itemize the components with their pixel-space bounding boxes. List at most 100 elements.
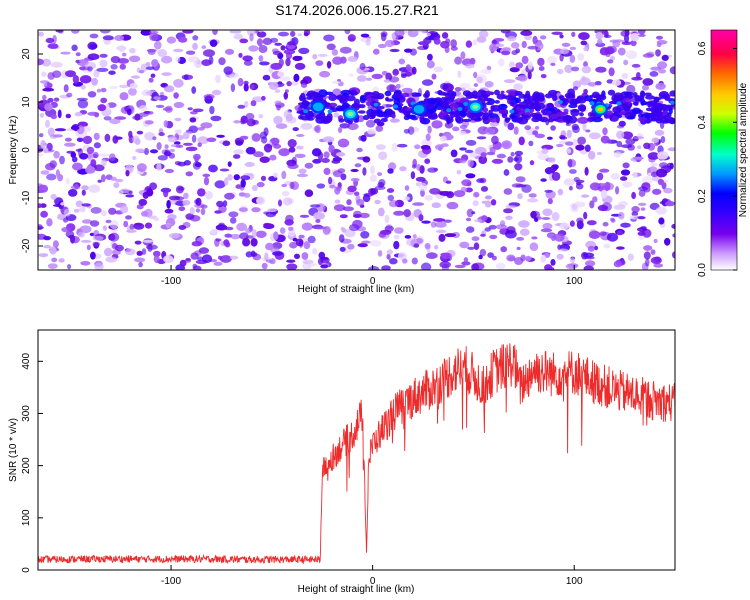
heatmap-cell [189,117,197,123]
heatmap-cell [90,207,102,214]
heatmap-cell [414,144,421,150]
heatmap-cell [212,30,218,36]
heatmap-band-cell [465,91,474,99]
heatmap-cell [338,234,345,243]
heatmap-cell [365,38,371,46]
heatmap-cell [81,189,86,196]
heatmap-cell [458,159,467,164]
heatmap-cell [50,193,57,200]
x-tick-label: 100 [566,276,583,287]
heatmap-cell [81,219,93,224]
heatmap-cell [478,155,488,165]
heatmap-cell [595,66,607,73]
heatmap-band-cell [494,100,500,104]
heatmap-cell [281,183,288,188]
heatmap-cell [490,199,497,206]
heatmap-cell [671,251,675,259]
heatmap-cell [105,219,112,224]
heatmap-cell [134,240,142,245]
heatmap-band-cell [353,98,360,106]
heatmap-cell [75,52,81,57]
heatmap-cell [183,142,193,146]
heatmap-cell [602,221,609,227]
heatmap-cell [175,144,184,148]
heatmap-cell [378,179,386,187]
heatmap-cell [588,132,601,140]
heatmap-band-cell [534,104,541,112]
heatmap-cell [165,222,171,229]
heatmap-cell [581,194,590,198]
heatmap-cell [229,255,239,260]
heatmap-cell [96,67,109,72]
heatmap-cell [55,169,61,177]
heatmap-cell [253,151,264,158]
heatmap-cell [600,189,608,199]
heatmap-band-cell [552,94,558,102]
heatmap-cell [108,70,116,75]
heatmap-cell [572,125,580,134]
heatmap-cell [301,252,309,260]
heatmap-peak [413,104,425,114]
heatmap-band-cell [589,116,599,120]
heatmap-band-cell [328,93,337,102]
heatmap-band-cell [300,92,306,101]
heatmap-cell [182,30,194,34]
heatmap-band-cell [542,112,547,116]
heatmap-band-cell [550,113,560,119]
heatmap-cell [49,246,57,255]
heatmap-cell [444,233,457,238]
heatmap-cell [169,148,175,153]
heatmap-cell [229,74,237,79]
heatmap-band-cell [594,94,605,100]
heatmap-cell [426,32,431,37]
heatmap-cell [87,66,93,72]
heatmap-cell [87,53,100,60]
heatmap-cell [240,115,248,124]
heatmap-band-cell [518,101,529,109]
heatmap-cell [460,51,466,60]
heatmap-cell [288,146,296,153]
heatmap-cell [348,73,355,77]
heatmap-cell [174,161,181,166]
heatmap-cell [367,128,376,135]
heatmap-cell [480,186,489,192]
heatmap-cell [163,120,168,128]
heatmap-cell [178,225,187,230]
heatmap-cell [620,169,631,176]
heatmap-cell [317,151,324,161]
heatmap-cell [126,108,132,116]
heatmap-cell [77,99,89,109]
heatmap-cell [625,50,638,60]
heatmap-cell [263,223,275,230]
heatmap-band-cell [517,117,529,125]
heatmap-cell [510,42,520,49]
heatmap-peak [597,107,604,112]
heatmap-cell [42,147,49,154]
colorbar-tick-label: 0.6 [697,41,708,55]
heatmap-cell [621,73,629,79]
heatmap-cell [191,241,202,247]
heatmap-band-cell [411,92,419,97]
heatmap-cell [183,192,189,199]
heatmap-cell [63,84,69,93]
heatmap-cell [323,34,335,42]
heatmap-cell [87,111,99,116]
heatmap-cell [393,234,400,240]
heatmap-cell [218,57,226,66]
heatmap-cell [113,182,120,189]
heatmap-cell [661,54,669,62]
heatmap-cell [88,184,101,193]
heatmap-cell [306,262,317,267]
heatmap-band-cell [514,97,522,104]
heatmap-cell [465,173,476,179]
heatmap-cell [621,144,633,149]
heatmap-cell [636,227,647,232]
heatmap-cell [638,189,646,197]
heatmap-band-cell [358,104,366,109]
heatmap-band-cell [336,105,344,112]
heatmap-cell [360,231,370,239]
heatmap-cell [616,140,623,148]
heatmap-cell [201,59,212,66]
heatmap-cell [340,227,345,231]
heatmap-cell [472,39,477,46]
